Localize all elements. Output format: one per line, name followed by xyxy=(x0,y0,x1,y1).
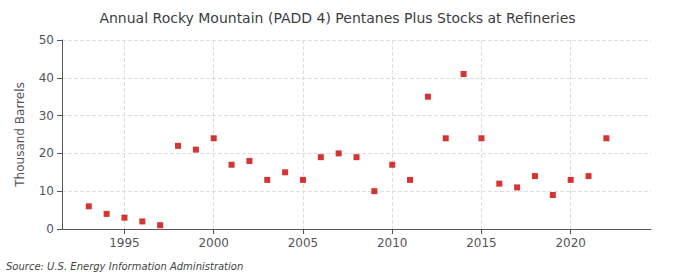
svg-text:1995: 1995 xyxy=(109,236,140,250)
svg-text:10: 10 xyxy=(39,184,54,198)
svg-text:30: 30 xyxy=(39,109,54,123)
svg-text:2010: 2010 xyxy=(377,236,408,250)
svg-text:Thousand Barrels: Thousand Barrels xyxy=(13,82,27,187)
svg-text:2015: 2015 xyxy=(466,236,497,250)
svg-text:2000: 2000 xyxy=(198,236,229,250)
svg-text:40: 40 xyxy=(39,71,54,85)
svg-text:20: 20 xyxy=(39,146,54,160)
svg-text:0: 0 xyxy=(46,222,54,236)
svg-text:2020: 2020 xyxy=(555,236,586,250)
svg-text:50: 50 xyxy=(39,33,54,47)
svg-text:Annual Rocky Mountain (PADD 4): Annual Rocky Mountain (PADD 4) Pentanes … xyxy=(99,10,575,26)
svg-text:2005: 2005 xyxy=(288,236,319,250)
svg-text:Source: U.S. Energy Informatio: Source: U.S. Energy Information Administ… xyxy=(6,261,243,272)
